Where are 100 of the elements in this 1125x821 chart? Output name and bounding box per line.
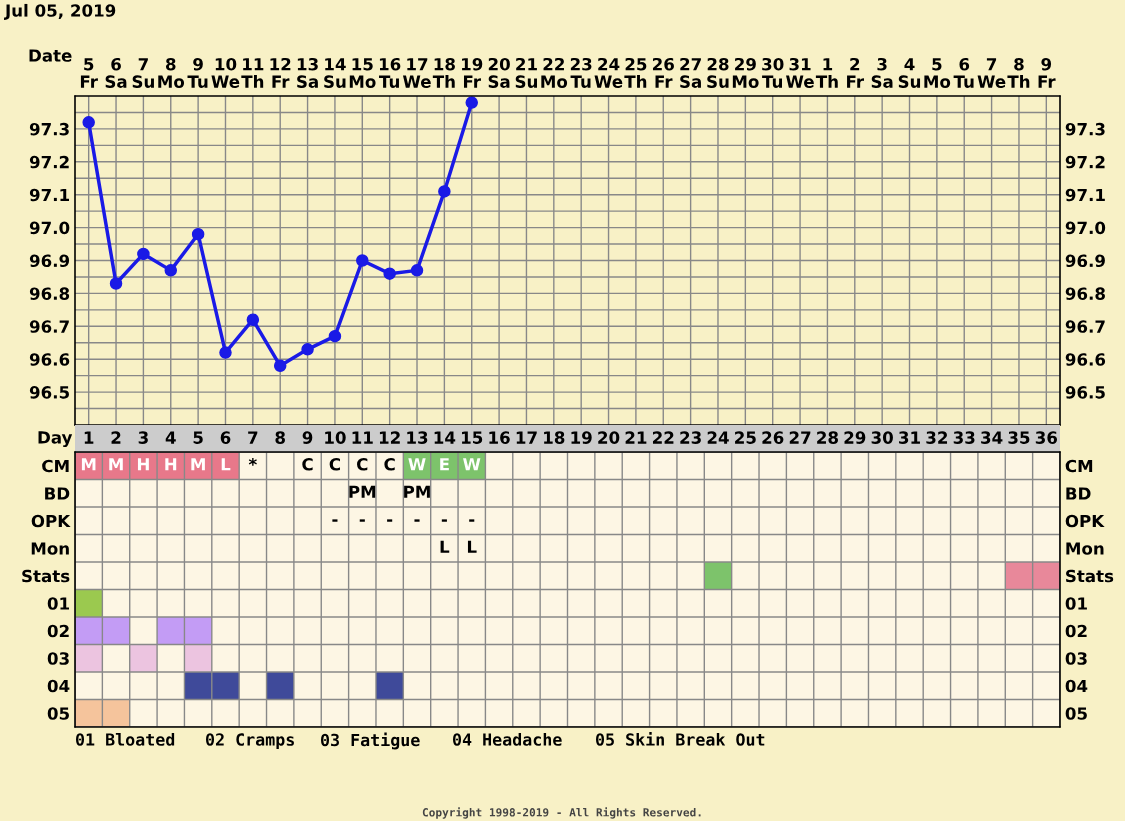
text: M [81, 458, 96, 471]
x-tick-label: 20 Sa [488, 57, 510, 88]
y2-tick-label: 97.2 [1065, 155, 1105, 169]
y-tick-label: 04 [47, 679, 70, 693]
text: PM [404, 485, 430, 498]
y-tick-label: 05 [47, 707, 69, 720]
x-tick-label: 22 [652, 431, 674, 444]
point [191, 227, 205, 241]
x-tick-label: 3 Sa [871, 57, 893, 88]
text: L [221, 458, 231, 471]
x-tick-label: 15 Mo [349, 58, 376, 88]
x-tick-label: 20 [598, 431, 620, 444]
point [246, 313, 260, 326]
x-tick-label: 10 [325, 431, 346, 444]
y2-tick-label: 05 [1065, 707, 1087, 720]
x-tick-label: 6 [220, 431, 231, 444]
x-tick-label: 16 [489, 431, 510, 444]
y2-tick-label: 97.3 [1065, 122, 1105, 136]
x-tick-label: 36 [1035, 431, 1058, 444]
point [219, 346, 232, 359]
y-tick-label: 03 [47, 652, 69, 665]
x-tick-label: 7 Su [132, 58, 154, 88]
y-tick-label: Stats [22, 569, 70, 583]
text: - [387, 519, 393, 522]
point [82, 116, 95, 129]
x-tick-label: 19 [571, 431, 592, 444]
text: C [384, 457, 395, 471]
x-tick-label: 17 We [402, 58, 431, 88]
x-tick-label: 18 Th [432, 57, 455, 88]
x-tick-label: 14 [434, 431, 456, 444]
text: C [302, 457, 313, 471]
x-tick-label: 9 [302, 431, 313, 444]
y-tick-label: 01 [47, 597, 69, 610]
y-tick-label: 96.9 [29, 254, 70, 268]
x-tick-label: 1 [84, 431, 94, 444]
x-tick-label: 27 [789, 431, 811, 444]
y-tick-label: OPK [31, 514, 71, 528]
x-tick-label: 9 Fr [1038, 57, 1056, 88]
x-tick-label: 2 Fr [847, 57, 865, 88]
x-tick-label: 25 Th [624, 57, 647, 88]
text: - [359, 519, 365, 522]
point [438, 185, 451, 198]
y-tick-label: 97.2 [29, 155, 69, 169]
x-tick-label: 23 Tu [570, 57, 592, 88]
x-axis-title: Day [38, 431, 73, 448]
x-tick-label: 4 [165, 431, 176, 444]
x-tick-label: 29 Mo [732, 57, 759, 88]
x-tick-label: 30 [871, 431, 893, 444]
x-tick-label: 1 Th [815, 58, 838, 88]
x-tick-label: 29 [844, 431, 866, 444]
y-tick-label: 96.8 [29, 287, 70, 300]
x-tick-label: 12 Fr [270, 57, 291, 88]
x-tick-label: 33 [953, 431, 975, 444]
y-tick-label: CM [42, 459, 69, 473]
point [137, 247, 150, 261]
point [109, 277, 123, 290]
x-tick-label: 5 Mo [924, 58, 951, 88]
x-tick-label: 22 Mo [541, 57, 568, 88]
text: - [469, 519, 475, 522]
point [273, 359, 287, 373]
y2-tick-label: 96.5 [1065, 386, 1105, 399]
y-tick-label: BD [45, 487, 70, 500]
text: W [408, 458, 426, 471]
point [465, 96, 478, 109]
text: C [357, 457, 368, 471]
x-tick-label: 2 [111, 431, 121, 444]
text: Copyright 1998-2019 - All Rights Reserved. [422, 807, 701, 819]
x-tick-label: 12 [379, 431, 400, 444]
y-tick-label: 97.0 [29, 221, 70, 235]
text: 01 Bloated [76, 732, 175, 746]
point [356, 254, 369, 267]
x-tick-label: 31 We [786, 57, 814, 88]
y2-tick-label: 96.6 [1065, 353, 1106, 366]
x-tick-label: 7 [248, 431, 258, 444]
text: PM [349, 485, 376, 498]
y2-tick-label: 96.9 [1065, 254, 1105, 268]
x-tick-label: 30 Tu [762, 57, 784, 88]
x-tick-label: 8 Mo [158, 57, 185, 88]
y2-tick-label: 97.1 [1065, 188, 1105, 202]
x-tick-label: 11 Th [241, 58, 264, 88]
y2-tick-label: OPK [1065, 514, 1105, 528]
y-tick-label: 96.6 [29, 353, 70, 366]
x-tick-label: 11 [352, 431, 373, 444]
text: H [137, 458, 149, 471]
x-tick-label: 8 [275, 431, 285, 444]
y-tick-label: 02 [47, 624, 69, 638]
x-tick-label: 15 [462, 431, 483, 444]
x-tick-label: 26 Fr [652, 57, 674, 88]
x-tick-label: 9 Tu [187, 57, 208, 88]
y2-tick-label: 03 [1065, 652, 1087, 665]
text: 02 Cramps [206, 733, 294, 750]
x-tick-label: 28 [817, 431, 838, 444]
y-tick-label: 96.7 [29, 320, 69, 333]
y2-tick-label: 96.8 [1065, 287, 1105, 300]
x-tick-label: 24 [707, 431, 729, 444]
x-tick-label: 7 We [977, 58, 1006, 88]
y2-tick-label: 02 [1065, 624, 1087, 638]
x-tick-label: 27 Sa [680, 57, 701, 88]
x-tick-label: 3 [138, 431, 148, 444]
point [383, 267, 396, 280]
